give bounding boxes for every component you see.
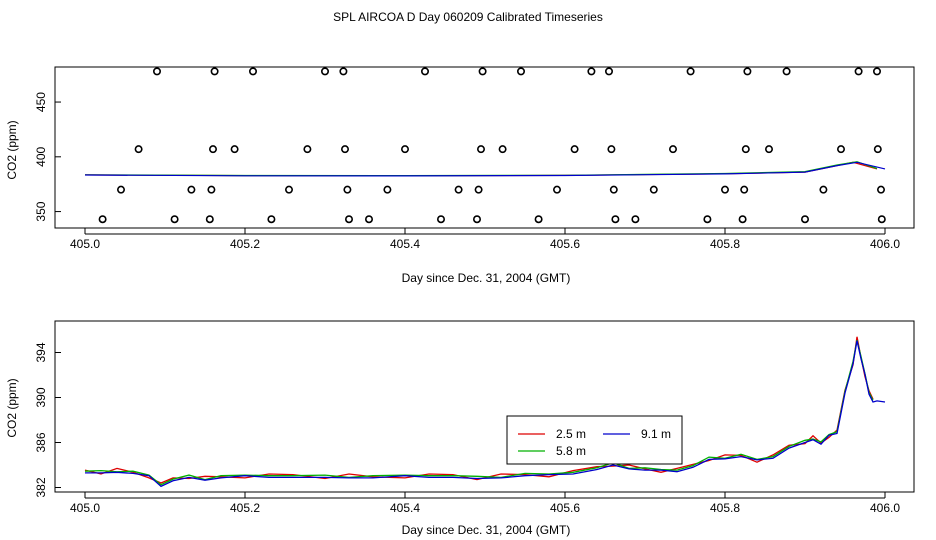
data-point-circle [703,215,712,224]
top-plot-area [84,67,886,224]
top-x-tick-label: 405.0 [70,237,100,251]
data-point-circle [340,145,349,154]
bottom-x-tick-label: 405.0 [70,501,100,515]
top-y-axis-title: CO2 (ppm) [5,120,19,179]
data-point-circle [134,145,143,154]
top-series-line-blue [84,161,886,177]
data-point-circle [738,215,747,224]
data-point-circle [587,67,596,76]
top-y-tick-label: 450 [34,92,48,112]
data-point-circle [339,67,348,76]
top-series-line-red [84,161,878,177]
data-point-circle [209,145,218,154]
data-point-circle [420,67,429,76]
bottom-x-tick-label: 405.8 [710,501,740,515]
series-line-5-8-m [84,339,874,486]
bottom-x-tick-label: 406.0 [870,501,900,515]
data-point-circle [498,145,507,154]
series-line-9-1-m [85,340,886,488]
data-point-circle [205,215,214,224]
data-point-circle [604,67,613,76]
data-point-circle [611,215,620,224]
data-point-circle [552,185,561,194]
data-point-circle [649,185,658,194]
data-point-circle [364,215,373,224]
data-point-circle [686,67,695,76]
bottom-x-tick-label: 405.4 [390,501,420,515]
data-point-circle [877,215,886,224]
data-point-circle [284,185,293,194]
data-point-circle [782,67,791,76]
data-point-circle [872,67,881,76]
data-point-circle [98,215,107,224]
data-point-circle [516,67,525,76]
data-point-circle [720,185,729,194]
legend-box [506,415,683,465]
data-point-circle [609,185,618,194]
legend-label-2-5m: 2.5 m [556,427,586,441]
data-point-circle [836,145,845,154]
data-point-circle [249,67,258,76]
data-point-circle [873,145,882,154]
data-point-circle [800,215,809,224]
data-point-circle [472,215,481,224]
top-x-tick-label: 405.2 [230,237,260,251]
legend-label-5-8m: 5.8 m [556,444,586,458]
data-point-circle [476,145,485,154]
data-point-circle [668,145,677,154]
bottom-y-axis-title: CO2 (ppm) [5,378,19,437]
top-y-tick-label: 350 [34,201,48,221]
data-point-circle [631,215,640,224]
data-point-circle [153,67,162,76]
series-line-2-5-m [84,336,874,484]
data-point-circle [478,67,487,76]
data-point-circle [607,145,616,154]
data-point-circle [267,215,276,224]
top-x-tick-label: 405.6 [550,237,580,251]
bottom-y-tick-label: 390 [34,387,48,407]
data-point-circle [303,145,312,154]
legend: 2.5 m 5.8 m 9.1 m [506,415,683,465]
data-point-circle [117,185,126,194]
bottom-plot-area [84,336,886,488]
data-point-circle [876,185,885,194]
top-x-tick-label: 405.8 [710,237,740,251]
bottom-y-tick-label: 394 [34,342,48,362]
data-point-circle [454,185,463,194]
data-point-circle [819,185,828,194]
data-point-circle [436,215,445,224]
legend-label-9-1m: 9.1 m [641,427,671,441]
data-point-circle [740,185,749,194]
data-point-circle [170,215,179,224]
data-point-circle [207,185,216,194]
bottom-x-tick-label: 405.6 [550,501,580,515]
top-x-tick-label: 405.4 [390,237,420,251]
data-point-circle [210,67,219,76]
data-point-circle [570,145,579,154]
data-point-circle [343,185,352,194]
bottom-y-tick-label: 386 [34,432,48,452]
top-x-axis-title: Day since Dec. 31, 2004 (GMT) [402,271,571,285]
bottom-x-axis-title: Day since Dec. 31, 2004 (GMT) [402,523,571,537]
data-point-circle [230,145,239,154]
bottom-x-tick-label: 405.2 [230,501,260,515]
data-point-circle [741,145,750,154]
top-y-tick-label: 400 [34,146,48,166]
data-point-circle [187,185,196,194]
data-point-circle [474,185,483,194]
data-point-circle [534,215,543,224]
data-point-circle [743,67,752,76]
data-point-circle [854,67,863,76]
top-x-tick-label: 406.0 [870,237,900,251]
data-point-circle [400,145,409,154]
bottom-plot-frame [54,320,915,493]
data-point-circle [383,185,392,194]
data-point-circle [344,215,353,224]
data-point-circle [320,67,329,76]
figure-title: SPL AIRCOA D Day 060209 Calibrated Times… [333,10,603,24]
data-point-circle [764,145,773,154]
bottom-y-tick-label: 382 [34,477,48,497]
